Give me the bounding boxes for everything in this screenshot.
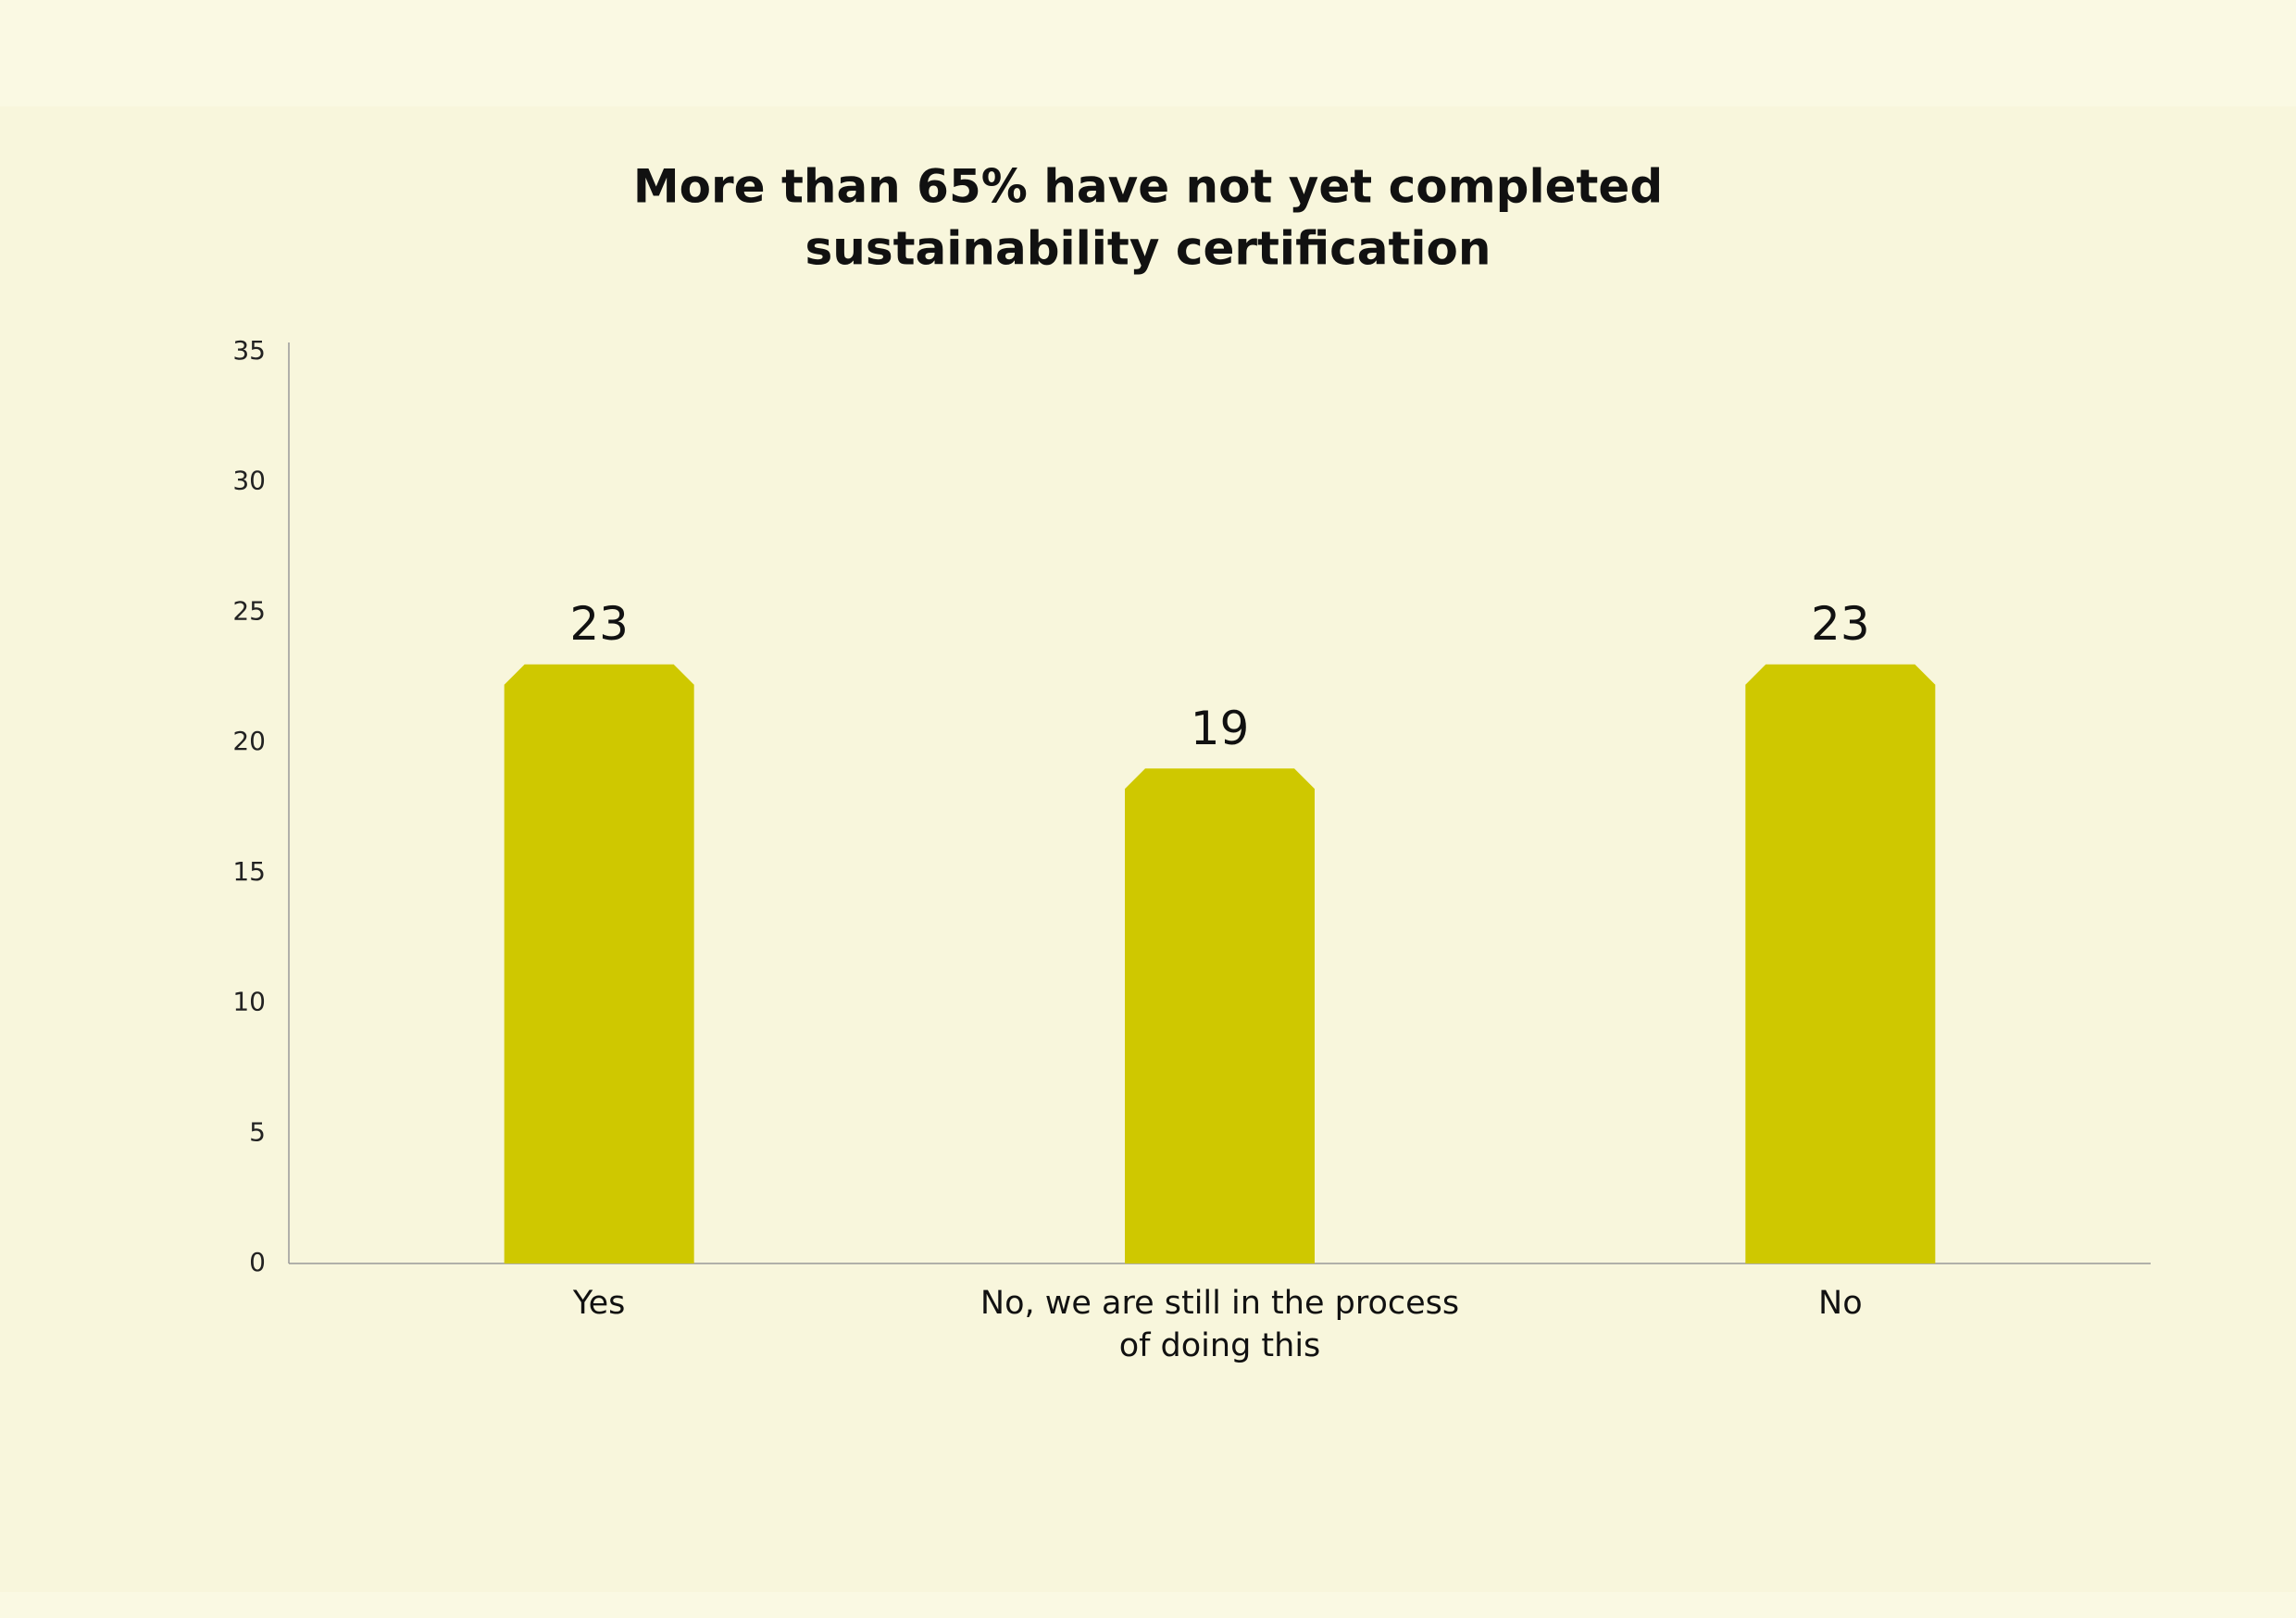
y-tick-label: 0 [249,1247,266,1277]
value-label: 23 [569,597,629,651]
bar [1125,768,1315,1263]
bar [1745,664,1936,1263]
chart-title: More than 65% have not yet completed [633,160,1663,214]
value-label: 19 [1191,702,1250,755]
y-tick-label: 5 [249,1116,266,1147]
value-label: 23 [1811,597,1870,651]
y-tick-label: 35 [232,335,266,366]
x-tick-label: No [1818,1285,1863,1322]
y-tick-label: 25 [232,595,266,626]
y-tick-label: 20 [232,726,266,756]
bar [504,664,694,1263]
x-tick-label: Yes [572,1285,626,1322]
y-tick-label: 15 [232,856,266,887]
y-tick-label: 30 [232,466,266,496]
y-tick-label: 10 [232,987,266,1017]
x-tick-label: No, we are still in the process of doing… [980,1285,1460,1364]
chart-title: sustainability certification [805,222,1491,276]
